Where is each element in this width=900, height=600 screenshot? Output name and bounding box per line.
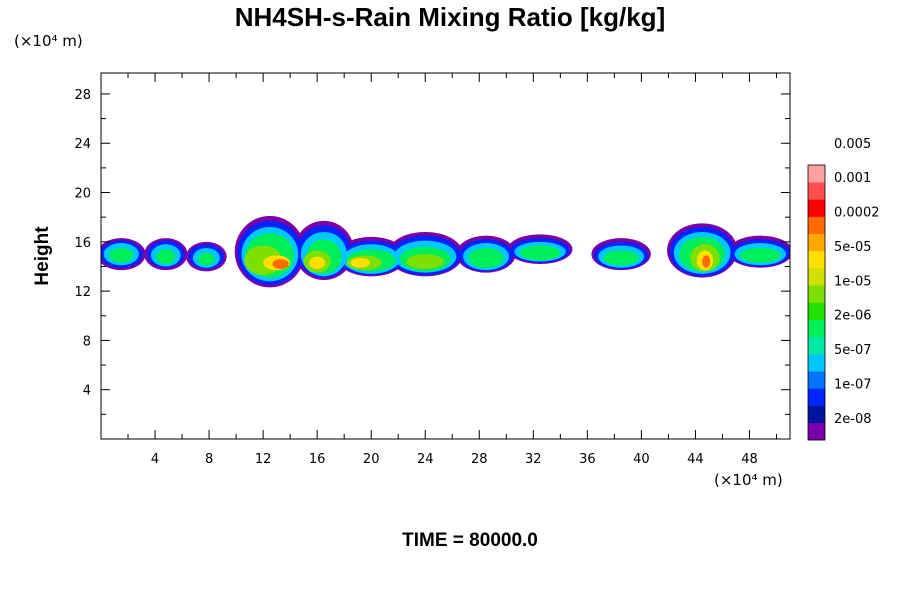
colorbar-frame	[807, 164, 826, 441]
chart-title: NH4SH-s-Rain Mixing Ratio [kg/kg]	[234, 2, 666, 32]
x-axis: 4 8 12 16 20 24 28 32 36 40 44 48	[127, 73, 777, 467]
field-contour	[603, 250, 639, 266]
field-contour	[519, 245, 561, 261]
time-label: TIME = 80000.0	[402, 530, 538, 551]
field-contour	[350, 257, 370, 268]
colorbar-label: 1e-05	[834, 274, 872, 289]
colorbar-swatch	[808, 319, 825, 338]
field-contour	[109, 247, 134, 263]
x-axis-unit: (×10⁴ m)	[714, 471, 783, 489]
x-tick-label: 24	[417, 452, 434, 467]
colorbar-swatch	[808, 199, 825, 217]
colorbar-swatch	[808, 285, 825, 303]
x-tick-label: 28	[471, 452, 488, 467]
colorbar-label: 5e-07	[834, 343, 872, 358]
colorbar-label: 5e-05	[834, 240, 872, 255]
y-tick-label: 16	[74, 236, 91, 251]
y-axis: 4 8 12 16 20 24 28	[74, 88, 790, 415]
colorbar-swatch	[808, 354, 825, 372]
field-contour	[468, 247, 504, 268]
colorbar-label: 0.005	[834, 137, 871, 152]
colorbar-label: 2e-08	[834, 412, 872, 427]
y-axis-unit: (×10⁴ m)	[14, 32, 83, 50]
x-tick-label: 16	[309, 452, 326, 467]
colorbar-swatch	[808, 388, 825, 406]
x-tick-label: 32	[525, 452, 542, 467]
colorbar-swatch	[808, 182, 825, 200]
colorbar-swatch	[808, 165, 825, 183]
x-tick-label: 36	[579, 452, 596, 467]
colorbar-swatch	[808, 216, 825, 235]
y-tick-label: 24	[74, 137, 91, 152]
colorbar-swatch	[808, 422, 825, 441]
colorbar-swatch	[808, 250, 825, 269]
y-tick-label: 8	[83, 334, 91, 349]
field-contour	[309, 256, 326, 269]
colorbar-swatch	[808, 302, 825, 320]
x-tick-label: 20	[363, 452, 380, 467]
colorbar-label: 2e-06	[834, 309, 872, 324]
plot-frame	[100, 72, 791, 440]
colorbar-label: 0.001	[834, 171, 871, 186]
field-contour	[156, 249, 176, 265]
colorbar-label: 0.0002	[834, 206, 880, 221]
y-tick-label: 12	[74, 285, 91, 300]
colorbar: 2e-08 1e-07 5e-07 2e-06 1e-05 5e-05 0.0002 0.00…	[807, 137, 880, 441]
x-tick-label: 8	[205, 452, 213, 467]
heatmap-field	[101, 215, 790, 288]
colorbar-swatch	[808, 268, 825, 286]
colorbar-label: 1e-07	[834, 377, 872, 392]
y-tick-label: 20	[74, 187, 91, 202]
colorbar-swatch	[808, 405, 825, 424]
x-tick-label: 44	[687, 452, 704, 467]
x-tick-label: 40	[633, 452, 650, 467]
field-contour	[702, 255, 711, 268]
x-tick-label: 4	[151, 452, 159, 467]
colorbar-swatch	[808, 371, 825, 389]
x-tick-label: 48	[741, 452, 758, 467]
x-tick-label: 12	[255, 452, 272, 467]
field-contour	[740, 247, 781, 263]
field-contour	[198, 252, 215, 266]
field-contour	[406, 254, 445, 269]
colorbar-swatch	[808, 233, 825, 252]
field-contour	[272, 259, 289, 269]
colorbar-swatch	[808, 336, 825, 355]
y-tick-label: 4	[83, 384, 91, 399]
y-tick-label: 28	[74, 88, 91, 103]
